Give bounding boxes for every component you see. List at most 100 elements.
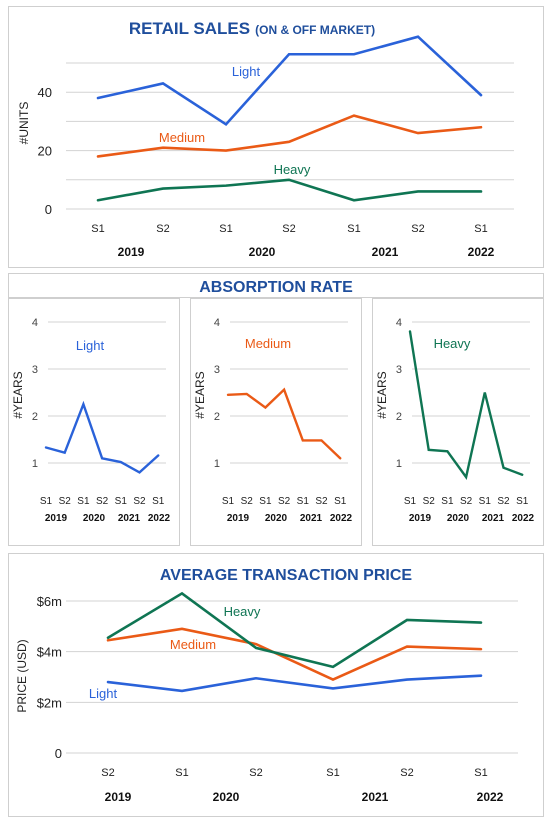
x-tick-label: S2 — [411, 223, 424, 235]
year-label: 2021 — [372, 245, 399, 259]
chart-title: RETAIL SALES (ON & OFF MARKET) — [129, 19, 375, 38]
x-tick-label: S2 — [96, 496, 109, 507]
series-light-line — [106, 674, 483, 693]
series-label-heavy: Heavy — [274, 162, 311, 177]
x-tick-label: S2 — [315, 496, 328, 507]
x-tick-label: S1 — [219, 223, 232, 235]
absorption-light-panel — [8, 298, 180, 546]
x-tick-label: S1 — [404, 496, 417, 507]
year-label: 2021 — [300, 513, 323, 524]
series-medium-line — [226, 387, 342, 460]
year-label: 2022 — [148, 513, 171, 524]
y-tick-label: 2 — [214, 411, 220, 423]
x-tick-label: S1 — [347, 223, 360, 235]
series-medium-line — [96, 114, 483, 158]
series-label-medium: Medium — [159, 130, 205, 145]
y-tick-label: 4 — [396, 317, 402, 329]
x-tick-label: S2 — [423, 496, 436, 507]
year-label: 2021 — [362, 790, 389, 804]
y-tick-label: 2 — [32, 411, 38, 423]
year-label: 2020 — [213, 790, 240, 804]
y-tick-label: 3 — [214, 364, 220, 376]
y-tick-label: 4 — [214, 317, 220, 329]
year-label: 2021 — [482, 513, 505, 524]
x-tick-label: S2 — [59, 496, 72, 507]
series-heavy-line — [96, 178, 483, 202]
x-tick-label: S2 — [400, 767, 413, 779]
absorption-medium-panel — [190, 298, 362, 546]
absorption-title-bar — [8, 273, 544, 298]
y-tick-label: $2m — [37, 695, 62, 710]
year-label: 2020 — [265, 513, 288, 524]
y-tick-label: $6m — [37, 594, 62, 609]
x-tick-label: S2 — [249, 767, 262, 779]
y-tick-label: 4 — [32, 317, 38, 329]
x-tick-label: S1 — [474, 223, 487, 235]
series-medium-line — [106, 627, 483, 681]
series-label-light: Light — [232, 64, 261, 79]
x-tick-label: S2 — [497, 496, 510, 507]
y-axis-label: #UNITS — [17, 102, 31, 145]
y-tick-label: $4m — [37, 645, 62, 660]
y-tick-label: 3 — [32, 364, 38, 376]
x-tick-label: S2 — [241, 496, 254, 507]
year-label: 2019 — [45, 513, 68, 524]
x-tick-label: S1 — [334, 496, 347, 507]
x-tick-label: S2 — [282, 223, 295, 235]
series-label-light: Light — [76, 338, 105, 353]
x-tick-label: S1 — [259, 496, 272, 507]
series-label-medium: Medium — [245, 336, 291, 351]
series-label-heavy: Heavy — [434, 336, 471, 351]
year-label: 2020 — [447, 513, 470, 524]
y-axis-label: #YEARS — [11, 371, 25, 418]
y-tick-label: 20 — [38, 144, 52, 159]
x-tick-label: S1 — [115, 496, 128, 507]
series-heavy-line — [106, 591, 483, 669]
x-tick-label: S1 — [40, 496, 53, 507]
series-label-light: Light — [89, 686, 118, 701]
y-tick-label: 1 — [396, 458, 402, 470]
series-label-heavy: Heavy — [224, 604, 261, 619]
x-tick-label: S1 — [175, 767, 188, 779]
y-axis-label: PRICE (USD) — [15, 639, 29, 712]
x-tick-label: S1 — [516, 496, 529, 507]
series-light-line — [96, 35, 483, 127]
year-label: 2022 — [468, 245, 495, 259]
absorption-heavy-panel — [372, 298, 544, 546]
x-tick-label: S2 — [278, 496, 291, 507]
y-tick-label: 3 — [396, 364, 402, 376]
y-tick-label: 1 — [32, 458, 38, 470]
y-tick-label: 0 — [45, 202, 52, 217]
y-axis-label: #YEARS — [375, 371, 389, 418]
year-label: 2020 — [83, 513, 106, 524]
year-label: 2022 — [330, 513, 353, 524]
series-light-line — [44, 400, 160, 474]
x-tick-label: S2 — [156, 223, 169, 235]
year-label: 2019 — [118, 245, 145, 259]
x-tick-label: S1 — [222, 496, 235, 507]
x-tick-label: S1 — [474, 767, 487, 779]
y-tick-label: 0 — [55, 746, 62, 761]
x-tick-label: S1 — [441, 496, 454, 507]
year-label: 2019 — [227, 513, 250, 524]
year-label: 2019 — [409, 513, 432, 524]
series-heavy-line — [408, 330, 524, 480]
year-label: 2022 — [477, 790, 504, 804]
y-tick-label: 40 — [38, 85, 52, 100]
x-tick-label: S2 — [460, 496, 473, 507]
x-tick-label: S2 — [133, 496, 146, 507]
x-tick-label: S1 — [77, 496, 90, 507]
transaction-price-panel — [8, 553, 544, 817]
x-tick-label: S1 — [326, 767, 339, 779]
y-axis-label: #YEARS — [193, 371, 207, 418]
year-label: 2021 — [118, 513, 141, 524]
chart-title: ABSORPTION RATE — [199, 279, 353, 296]
y-tick-label: 1 — [214, 458, 220, 470]
year-label: 2019 — [105, 790, 132, 804]
x-tick-label: S1 — [152, 496, 165, 507]
retail-sales-panel — [8, 6, 544, 268]
x-tick-label: S1 — [479, 496, 492, 507]
year-label: 2020 — [249, 245, 276, 259]
